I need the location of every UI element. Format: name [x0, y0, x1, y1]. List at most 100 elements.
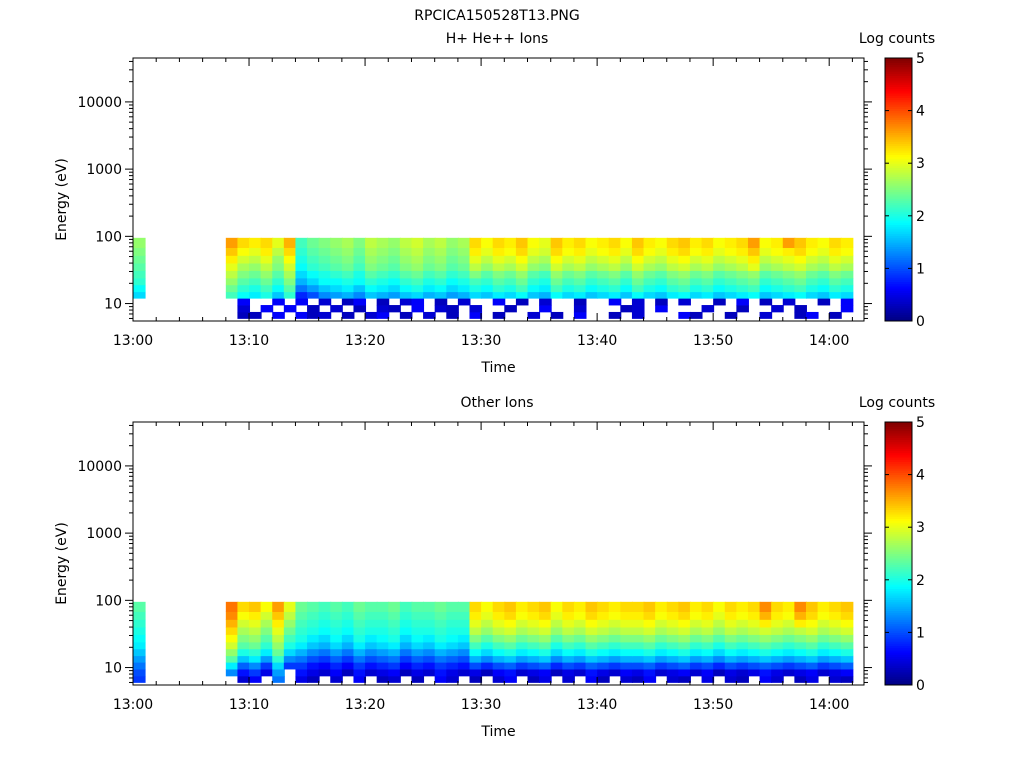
spectrogram-cell: [237, 641, 251, 650]
colorbar-swatch: [885, 239, 912, 243]
spectrogram-cell: [341, 662, 355, 670]
spectrogram-cell: [666, 291, 680, 299]
spectrogram-cell: [747, 641, 761, 650]
spectrogram-cell: [133, 291, 146, 299]
spectrogram-cell: [330, 655, 343, 663]
spectrogram-cell: [771, 247, 784, 256]
spectrogram-cell: [759, 662, 773, 670]
colorbar-swatch: [885, 667, 912, 671]
spectrogram-cell: [353, 284, 367, 293]
spectrogram-cell: [713, 291, 726, 299]
spectrogram-cell: [539, 284, 552, 293]
colorbar-swatch: [885, 114, 912, 118]
spectrogram-cell: [771, 611, 784, 620]
spectrogram-cell: [318, 291, 332, 299]
spectrogram-cell: [620, 263, 633, 271]
colorbar-swatch: [885, 461, 912, 465]
spectrogram-cell: [643, 662, 657, 670]
spectrogram-cell: [353, 634, 367, 643]
spectrogram-cell: [782, 619, 796, 628]
spectrogram-cell: [446, 601, 459, 612]
colorbar-swatch: [885, 244, 912, 247]
spectrogram-cell: [237, 675, 251, 683]
spectrogram-cell: [689, 641, 703, 650]
spectrogram-cell: [701, 662, 715, 670]
spectrogram-cell: [515, 255, 529, 264]
colorbar-tick-label: 4: [916, 104, 925, 120]
spectrogram-cell: [840, 662, 854, 670]
colorbar-tick-label: 1: [916, 261, 925, 277]
spectrogram-cell: [840, 669, 854, 677]
spectrogram-cell: [307, 305, 320, 313]
spectrogram-cell: [365, 263, 378, 271]
spectrogram-cell: [782, 255, 796, 264]
spectrogram-cell: [399, 641, 413, 650]
spectrogram-cell: [817, 247, 831, 256]
spectrogram-cell: [515, 611, 529, 620]
colorbar-swatch: [885, 647, 912, 651]
spectrogram-cell: [573, 611, 587, 620]
spectrogram-cell: [713, 601, 726, 612]
colorbar-swatch: [885, 472, 912, 476]
colorbar-swatch: [885, 136, 912, 140]
spectrogram-cell: [736, 237, 749, 248]
colorbar-swatch: [885, 553, 912, 557]
spectrogram-cell: [713, 263, 726, 271]
spectrogram-cell: [376, 627, 390, 635]
spectrogram-cell: [608, 627, 622, 635]
colorbar-swatch: [885, 77, 912, 81]
spectrogram-cell: [341, 611, 355, 620]
colorbar-swatch: [885, 228, 912, 232]
spectrogram-cell: [341, 669, 355, 677]
colorbar-swatch: [885, 174, 912, 177]
spectrogram-cell: [365, 247, 378, 256]
spectrogram-cell: [225, 627, 239, 635]
spectrogram-cell: [562, 669, 575, 677]
spectrogram-cell: [481, 255, 494, 264]
spectrogram-cell: [689, 655, 703, 663]
spectrogram-cell: [330, 648, 343, 657]
spectrogram-cell: [388, 648, 401, 657]
colorbar-swatch: [885, 549, 912, 552]
spectrogram-cell: [492, 611, 506, 620]
spectrogram-cell: [724, 270, 738, 279]
spectrogram-cell: [133, 237, 146, 248]
spectrogram-cell: [133, 619, 146, 628]
spectrogram-cell: [504, 237, 517, 248]
spectrogram-cell: [260, 627, 274, 635]
spectrogram-cell: [446, 237, 459, 248]
spectrogram-cell: [492, 662, 506, 670]
spectrogram-cell: [678, 627, 691, 635]
spectrogram-cell: [585, 291, 599, 299]
spectrogram-cell: [573, 655, 587, 663]
spectrogram-cell: [550, 284, 564, 293]
spectrogram-cell: [631, 619, 645, 628]
spectrogram-cell: [666, 675, 680, 683]
spectrogram-cell: [562, 601, 575, 612]
spectrogram-cell: [353, 263, 367, 271]
colorbar-swatch: [885, 202, 912, 206]
colorbar-swatch: [885, 678, 912, 682]
spectrogram-cell: [713, 641, 726, 650]
spectrogram-cell: [283, 611, 297, 620]
colorbar-swatch: [885, 196, 912, 199]
spectrogram-cell: [817, 641, 831, 650]
spectrogram-cell: [423, 247, 436, 256]
spectrogram-cell: [689, 277, 703, 286]
spectrogram-cell: [376, 311, 390, 319]
spectrogram-cell: [353, 627, 367, 635]
colorbar-swatch: [885, 638, 912, 642]
colorbar-swatch: [885, 163, 912, 166]
spectrogram-cell: [701, 634, 715, 643]
spectrogram-cell: [747, 263, 761, 271]
colorbar-tick-label: 2: [916, 209, 925, 225]
spectrogram-cell: [330, 601, 343, 612]
spectrogram-cell: [539, 648, 552, 657]
spectrogram-cell: [829, 669, 842, 677]
spectrogram-cell: [701, 601, 715, 612]
spectrogram-cell: [133, 255, 146, 264]
spectrogram-cell: [817, 611, 831, 620]
spectrogram-cell: [295, 641, 309, 650]
spectrogram-cell: [457, 284, 471, 293]
spectrogram-cell: [353, 291, 367, 299]
